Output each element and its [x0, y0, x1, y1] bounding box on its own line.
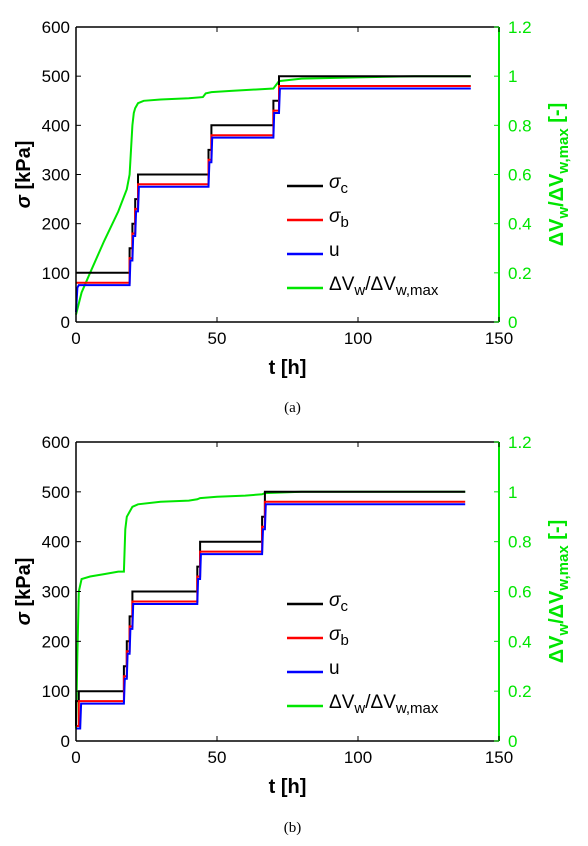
y-axis-label: σ [kPa]: [13, 141, 35, 209]
y-right-tick-label: 0.8: [508, 533, 532, 552]
legend-label-delta-vw: ΔVw/ΔVw,max: [329, 274, 439, 299]
x-axis-label: t [h]: [269, 357, 307, 379]
y-right-tick-label: 0: [508, 313, 517, 332]
y-right-tick-label: 0.6: [508, 166, 532, 185]
x-tick-label: 100: [344, 748, 372, 767]
y-tick-label: 300: [42, 166, 70, 185]
x-tick-label: 0: [71, 748, 80, 767]
y-tick-label: 200: [42, 215, 70, 234]
x-tick-label: 150: [485, 329, 513, 348]
y-right-tick-label: 1: [508, 67, 517, 86]
x-tick-label: 50: [208, 748, 227, 767]
chart-panel-a: 0 50 100 150010020030040050060000.20.40.60.…: [13, 18, 572, 379]
y-tick-label: 500: [42, 483, 70, 502]
y-tick-label: 600: [42, 433, 70, 452]
y-right-tick-label: 0.6: [508, 583, 532, 602]
x-axis-label: t [h]: [269, 776, 307, 798]
legend-label-sigma-b: σb: [329, 624, 349, 649]
legend-label-sigma-c: σc: [329, 172, 348, 197]
panel-caption: (a): [284, 400, 301, 416]
y-right-tick-label: 0.4: [508, 632, 532, 651]
y-tick-label: 500: [42, 67, 70, 86]
x-tick-label: 0: [71, 329, 80, 348]
x-tick-label: 100: [344, 329, 372, 348]
y-right-tick-label: 0.4: [508, 215, 532, 234]
legend: σc σb u ΔVw/ΔVw,max: [287, 172, 439, 299]
y-tick-label: 400: [42, 533, 70, 552]
series-line-delta-vw: [75, 490, 466, 729]
y-right-tick-label: 0.2: [508, 682, 532, 701]
y-tick-label: 600: [42, 18, 70, 37]
y-right-tick-label: 1.2: [508, 18, 532, 37]
legend-label-sigma-c: σc: [329, 590, 348, 615]
y-right-tick-label: 1.2: [508, 433, 532, 452]
y-right-tick-label: 0.8: [508, 116, 532, 135]
y-right-axis-label: ΔVw/ΔVw,max [-]: [546, 520, 572, 664]
y-tick-label: 400: [42, 116, 70, 135]
series-line-sigma-c: [75, 490, 466, 726]
y-right-axis-label: ΔVw/ΔVw,max [-]: [546, 103, 572, 247]
x-tick-label: 50: [208, 329, 227, 348]
series-line-sigma-c: [76, 75, 471, 274]
y-axis-label: σ [kPa]: [13, 558, 35, 626]
legend-label-sigma-b: σb: [329, 206, 349, 231]
y-tick-label: 300: [42, 583, 70, 602]
y-tick-label: 100: [42, 682, 70, 701]
y-right-tick-label: 0.2: [508, 264, 532, 283]
legend-label-u: u: [329, 658, 340, 679]
x-tick-label: 150: [485, 748, 513, 767]
series-line-u: [76, 503, 466, 730]
y-tick-label: 200: [42, 632, 70, 651]
y-tick-label: 0: [61, 313, 70, 332]
chart-panel-b: 0 50 100 150010020030040050060000.20.40.60.…: [13, 433, 572, 798]
series-line-sigma-b: [76, 500, 466, 727]
legend-label-delta-vw: ΔVw/ΔVw,max: [329, 692, 439, 717]
y-right-tick-label: 1: [508, 483, 517, 502]
y-tick-label: 100: [42, 264, 70, 283]
y-tick-label: 0: [61, 732, 70, 751]
panel-caption: (b): [284, 820, 302, 836]
legend: σc σb u ΔVw/ΔVw,max: [287, 590, 439, 717]
legend-label-u: u: [329, 240, 340, 261]
series-line-u: [75, 87, 471, 313]
y-right-tick-label: 0: [508, 732, 517, 751]
